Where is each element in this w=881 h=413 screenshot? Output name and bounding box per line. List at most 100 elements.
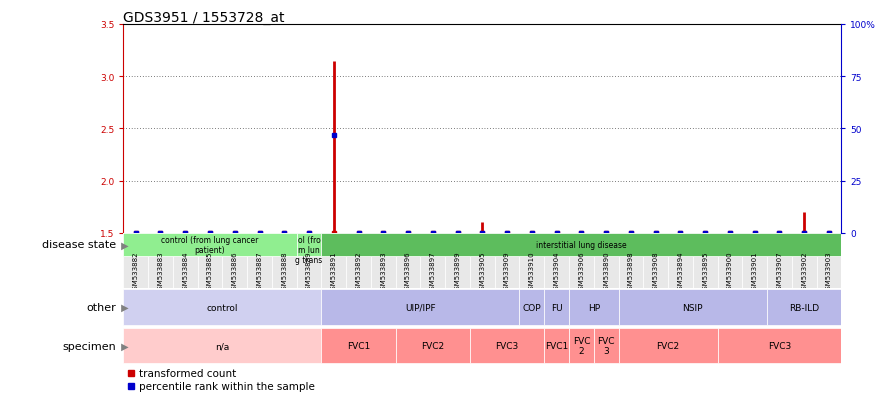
- Bar: [717, 328, 841, 363]
- Bar: [817, 256, 841, 288]
- Bar: [396, 256, 420, 288]
- Bar: [123, 256, 148, 288]
- Text: FVC3: FVC3: [495, 341, 519, 350]
- Text: RB-ILD: RB-ILD: [789, 303, 819, 312]
- Bar: [297, 256, 322, 288]
- Text: other: other: [86, 302, 116, 312]
- Text: GSM533907: GSM533907: [776, 251, 782, 294]
- Bar: [322, 328, 396, 363]
- Text: n/a: n/a: [215, 341, 230, 350]
- Bar: [569, 290, 618, 325]
- Bar: [322, 233, 841, 256]
- Text: GSM533897: GSM533897: [430, 251, 436, 294]
- Bar: [594, 256, 618, 288]
- Text: GSM533894: GSM533894: [677, 251, 684, 293]
- Text: FU: FU: [551, 303, 562, 312]
- Text: GSM533901: GSM533901: [751, 251, 758, 294]
- Text: FVC1: FVC1: [545, 341, 568, 350]
- Text: GSM533909: GSM533909: [504, 251, 510, 294]
- Text: COP: COP: [522, 303, 541, 312]
- Bar: [197, 256, 222, 288]
- Text: control: control: [207, 303, 238, 312]
- Bar: [767, 256, 792, 288]
- Bar: [618, 328, 717, 363]
- Bar: [594, 328, 618, 363]
- Bar: [123, 328, 322, 363]
- Text: GSM533888: GSM533888: [281, 251, 287, 294]
- Text: GSM533886: GSM533886: [232, 251, 238, 294]
- Text: ▶: ▶: [118, 302, 129, 312]
- Bar: [222, 256, 248, 288]
- Text: GSM533883: GSM533883: [158, 251, 164, 294]
- Bar: [520, 290, 544, 325]
- Bar: [470, 328, 544, 363]
- Bar: [445, 256, 470, 288]
- Text: GSM533903: GSM533903: [826, 251, 832, 294]
- Text: GSM533891: GSM533891: [330, 251, 337, 294]
- Text: GSM533905: GSM533905: [479, 251, 485, 293]
- Text: HP: HP: [588, 303, 600, 312]
- Text: GSM533882: GSM533882: [133, 251, 138, 293]
- Bar: [792, 256, 817, 288]
- Text: GSM533890: GSM533890: [603, 251, 609, 294]
- Text: FVC2: FVC2: [656, 341, 679, 350]
- Text: FVC3: FVC3: [768, 341, 791, 350]
- Text: GSM533908: GSM533908: [653, 251, 659, 294]
- Bar: [643, 256, 668, 288]
- Text: GSM533892: GSM533892: [356, 251, 361, 293]
- Bar: [148, 256, 173, 288]
- Bar: [297, 233, 322, 256]
- Bar: [668, 256, 692, 288]
- Bar: [173, 256, 197, 288]
- Text: GDS3951 / 1553728_at: GDS3951 / 1553728_at: [123, 11, 285, 25]
- Text: GSM533887: GSM533887: [256, 251, 263, 294]
- Text: GSM533893: GSM533893: [381, 251, 386, 294]
- Bar: [123, 233, 297, 256]
- Text: interstitial lung disease: interstitial lung disease: [536, 240, 626, 249]
- Text: GSM533885: GSM533885: [207, 251, 213, 293]
- Text: GSM533896: GSM533896: [405, 251, 411, 294]
- Text: FVC2: FVC2: [421, 341, 444, 350]
- Bar: [618, 290, 767, 325]
- Bar: [346, 256, 371, 288]
- Bar: [470, 256, 495, 288]
- Text: contr
ol (fro
m lun
g trans: contr ol (fro m lun g trans: [295, 225, 322, 265]
- Bar: [495, 256, 520, 288]
- Bar: [618, 256, 643, 288]
- Text: GSM533906: GSM533906: [579, 251, 584, 294]
- Text: percentile rank within the sample: percentile rank within the sample: [139, 381, 315, 391]
- Text: GSM533910: GSM533910: [529, 251, 535, 294]
- Text: specimen: specimen: [63, 341, 116, 351]
- Bar: [371, 256, 396, 288]
- Text: disease state: disease state: [42, 240, 116, 250]
- Text: GSM533900: GSM533900: [727, 251, 733, 294]
- Bar: [569, 328, 594, 363]
- Bar: [322, 290, 520, 325]
- Bar: [717, 256, 743, 288]
- Text: GSM533904: GSM533904: [553, 251, 559, 293]
- Bar: [544, 256, 569, 288]
- Bar: [322, 256, 346, 288]
- Text: GSM533899: GSM533899: [455, 251, 461, 294]
- Bar: [272, 256, 297, 288]
- Text: FVC
3: FVC 3: [597, 336, 615, 356]
- Bar: [569, 256, 594, 288]
- Text: ▶: ▶: [118, 240, 129, 250]
- Text: GSM533895: GSM533895: [702, 251, 708, 293]
- Text: GSM533884: GSM533884: [182, 251, 189, 293]
- Bar: [396, 328, 470, 363]
- Bar: [123, 290, 322, 325]
- Text: GSM533898: GSM533898: [628, 251, 634, 294]
- Text: FVC1: FVC1: [347, 341, 370, 350]
- Text: ▶: ▶: [118, 341, 129, 351]
- Bar: [420, 256, 445, 288]
- Text: UIP/IPF: UIP/IPF: [405, 303, 436, 312]
- Text: transformed count: transformed count: [139, 368, 236, 377]
- Bar: [248, 256, 272, 288]
- Bar: [544, 328, 569, 363]
- Bar: [692, 256, 717, 288]
- Text: control (from lung cancer
patient): control (from lung cancer patient): [161, 235, 259, 254]
- Bar: [743, 256, 767, 288]
- Text: FVC
2: FVC 2: [573, 336, 590, 356]
- Text: NSIP: NSIP: [683, 303, 703, 312]
